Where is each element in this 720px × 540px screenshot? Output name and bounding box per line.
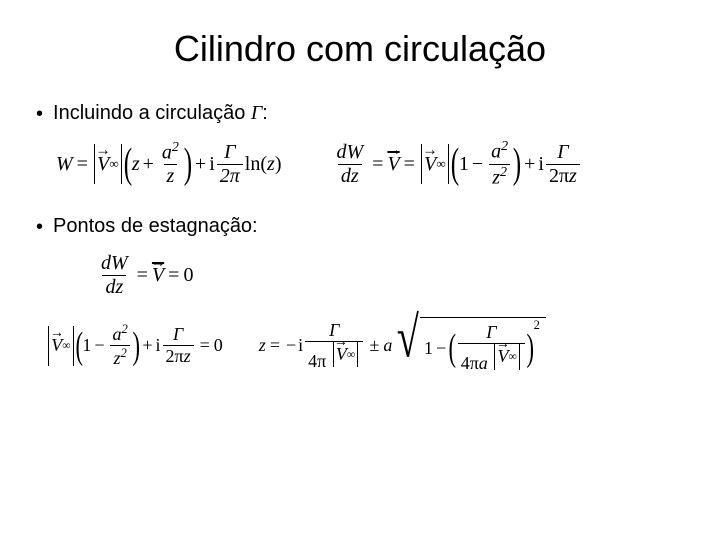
eq-plus-4: + xyxy=(142,335,152,356)
eq-Vbar-2: V xyxy=(152,264,164,287)
eq-sqrt-body: 1 − ( Γ 4πa V∞ ) 2 xyxy=(420,317,546,374)
eq-z-sol: z xyxy=(259,335,266,356)
eq-frac-G2piz-1: Γ 2πz xyxy=(546,141,580,188)
eq-i-4: i xyxy=(298,335,303,356)
eq-frac-G2piz-2: Γ 2πz xyxy=(163,324,194,367)
eq-lparen-3: ( xyxy=(75,324,83,368)
eq-eq5: = xyxy=(168,264,179,287)
eq-i-3: i xyxy=(156,335,161,356)
eq-eq3: = xyxy=(404,153,415,176)
eq-1-a: 1 xyxy=(459,153,469,176)
eq-a-coef: a xyxy=(383,335,392,356)
bullet-dot-icon-2: • xyxy=(36,217,43,237)
slide-title: Cilindro com circulação xyxy=(36,28,684,70)
eq-inf-1: ∞ xyxy=(109,156,118,172)
equation-z-solution: z = − i Γ 4π V∞ ± a √ 1 − ( xyxy=(259,317,546,374)
eq-lnz: (z) xyxy=(260,153,281,176)
eq-frac-a2z2-2: a2 z2 xyxy=(109,322,130,369)
equation-row-3: V∞ ( 1 − a2 z2 ) + i Γ 2πz = 0 z = − i xyxy=(46,317,684,374)
eq-frac-a2z-1: a2 z xyxy=(159,140,182,189)
eq-eq6: = xyxy=(200,335,210,356)
equation-row-1: W = V∞ ( z + a2 z ) + i Γ 2π ln (z) xyxy=(56,139,684,189)
eq-sqrt: √ 1 − ( Γ 4πa V∞ ) 2 xyxy=(392,317,546,374)
eq-Vvec-3: V xyxy=(51,335,62,356)
eq-i-2: i xyxy=(538,153,544,176)
eq-abs-Vinf-1: V∞ xyxy=(92,144,124,184)
eq-eq2: = xyxy=(372,153,383,176)
equation-stagnation-2: V∞ ( 1 − a2 z2 ) + i Γ 2πz = 0 xyxy=(46,322,223,369)
equation-W: W = V∞ ( z + a2 z ) + i Γ 2π ln (z) xyxy=(56,140,281,189)
eq-lparen-1: ( xyxy=(124,140,132,188)
eq-eq1: = xyxy=(77,153,88,176)
bullet-1-prefix: Incluindo a circulação xyxy=(53,102,251,124)
bullet-1: • Incluindo a circulação Γ: xyxy=(36,102,684,125)
eq-abs-Vinf-3: V∞ xyxy=(46,326,76,366)
eq-1-b: 1 xyxy=(82,335,91,356)
eq-z-1: z xyxy=(132,153,140,176)
eq-neg: − xyxy=(286,335,296,356)
eq-zero-1: 0 xyxy=(183,264,193,287)
eq-inf-2: ∞ xyxy=(436,156,445,172)
equation-row-2: dW dz = V = 0 xyxy=(96,252,684,299)
eq-minus-1: − xyxy=(472,153,483,176)
eq-plus-3: + xyxy=(524,153,535,176)
bullet-2: • Pontos de estagnação: xyxy=(36,215,684,238)
eq-frac-a2z2-1: a2 z2 xyxy=(488,139,511,189)
bullet-1-suffix: : xyxy=(262,102,268,124)
eq-plus-1: + xyxy=(143,153,154,176)
eq-Vbar-1: V xyxy=(387,153,399,176)
eq-zero-2: 0 xyxy=(214,335,223,356)
eq-Vvec-2: V xyxy=(424,153,436,176)
equation-stagnation-1: dW dz = V = 0 xyxy=(96,252,193,299)
eq-ln: ln xyxy=(245,153,261,176)
bullet-2-text: Pontos de estagnação: xyxy=(53,215,258,238)
eq-plus-2: + xyxy=(195,153,206,176)
eq-frac-G4piV: Γ 4π V∞ xyxy=(305,320,363,372)
eq-eq7: = xyxy=(270,335,280,356)
bullet-1-text: Incluindo a circulação Γ: xyxy=(53,102,268,125)
eq-rparen-1: ) xyxy=(184,140,192,188)
slide: Cilindro com circulação • Incluindo a ci… xyxy=(0,0,720,540)
eq-lparen-2: ( xyxy=(451,140,459,188)
eq-rparen-2: ) xyxy=(513,140,521,188)
eq-minus-2: − xyxy=(94,335,104,356)
bullet-1-gamma: Γ xyxy=(251,102,262,124)
bullet-dot-icon: • xyxy=(36,104,43,124)
sqrt-sign-icon: √ xyxy=(397,322,419,379)
eq-frac-dWdz-2: dW dz xyxy=(98,252,131,299)
eq-eq4: = xyxy=(137,264,148,287)
eq-pm: ± xyxy=(369,335,379,356)
equation-dWdz: dW dz = V = V∞ ( 1 − a2 z2 ) + i Γ 2πz xyxy=(331,139,581,189)
eq-abs-Vinf-2: V∞ xyxy=(419,144,451,184)
eq-rparen-3: ) xyxy=(132,324,140,368)
eq-frac-dWdz-1: dW dz xyxy=(333,141,366,188)
eq-i-1: i xyxy=(209,153,215,176)
eq-frac-G2pi-1: Γ 2π xyxy=(217,141,243,188)
eq-Vvec-1: V xyxy=(97,153,109,176)
eq-W: W xyxy=(56,153,73,176)
